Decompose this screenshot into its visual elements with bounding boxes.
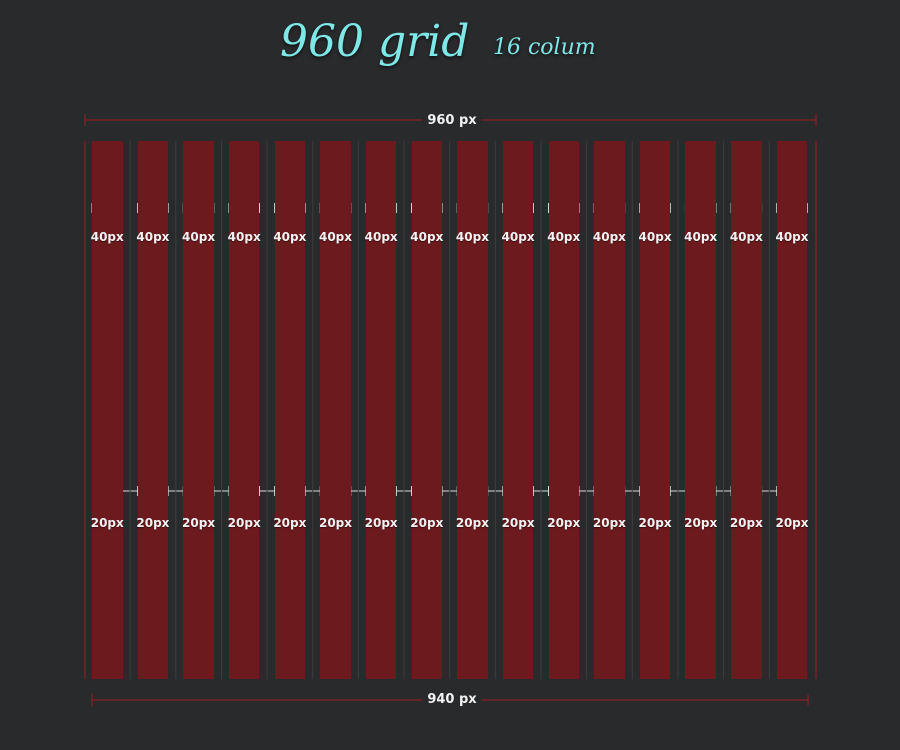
grid-column [548, 141, 579, 679]
grid-column [92, 141, 123, 679]
column-width-label: 40px [364, 230, 398, 244]
column-width-label: 40px [775, 230, 809, 244]
gutter-width-label: 20px [410, 516, 444, 530]
gutter-width-label: 20px [638, 516, 672, 530]
column-width-label: 40px [684, 230, 718, 244]
column-width-label: 40px [273, 230, 307, 244]
gutter-width-label: 20px [273, 516, 307, 530]
column-width-label: 40px [410, 230, 444, 244]
column-width-label: 40px [318, 230, 353, 244]
gutter-width-label: 20px [182, 516, 216, 530]
column-width-label: 40px [638, 230, 672, 244]
column-width-label: 40px [501, 230, 535, 244]
grid-column [365, 141, 397, 679]
grid-column [639, 141, 671, 679]
gutter-width-label: 20px [90, 516, 124, 530]
grid-column [183, 141, 214, 679]
column-width-label: 40px [455, 230, 489, 244]
grid-column [502, 141, 534, 679]
gutter-width-label: 20px [364, 516, 398, 530]
grid-column [274, 141, 306, 679]
gutter-width-label: 20px [592, 516, 626, 530]
grid-column [411, 141, 443, 679]
grid-column [594, 141, 625, 679]
column-width-label: 40px [227, 230, 261, 244]
gutter-width-label: 20px [684, 516, 718, 530]
column-width-label: 40px [182, 230, 216, 244]
gutter-width-label: 20px [729, 516, 763, 530]
gutter-width-label: 20px [775, 516, 809, 530]
grid-column [320, 141, 351, 679]
column-width-label: 40px [136, 230, 170, 244]
gutter-width-label: 20px [318, 516, 353, 530]
inner-width-label: 940 px [422, 692, 482, 708]
grid-column [776, 141, 808, 679]
column-width-label: 40px [90, 230, 124, 244]
column-width-label: 40px [729, 230, 763, 244]
gutter-width-label: 20px [501, 516, 535, 530]
page-subtitle: 16 colum [493, 35, 596, 60]
grid-column [685, 141, 716, 679]
total-width-label: 960 px [422, 113, 482, 129]
column-width-label: 40px [592, 230, 626, 244]
gutter-width-label: 20px [136, 516, 170, 530]
grid-column [228, 141, 260, 679]
gutter-width-label: 20px [547, 516, 581, 530]
grid-column [137, 141, 169, 679]
page-title: 960 grid [280, 16, 470, 67]
column-width-label: 40px [547, 230, 581, 244]
grid-column [731, 141, 762, 679]
gutter-width-label: 20px [455, 516, 489, 530]
grid-column [457, 141, 488, 679]
gutter-width-label: 20px [227, 516, 261, 530]
